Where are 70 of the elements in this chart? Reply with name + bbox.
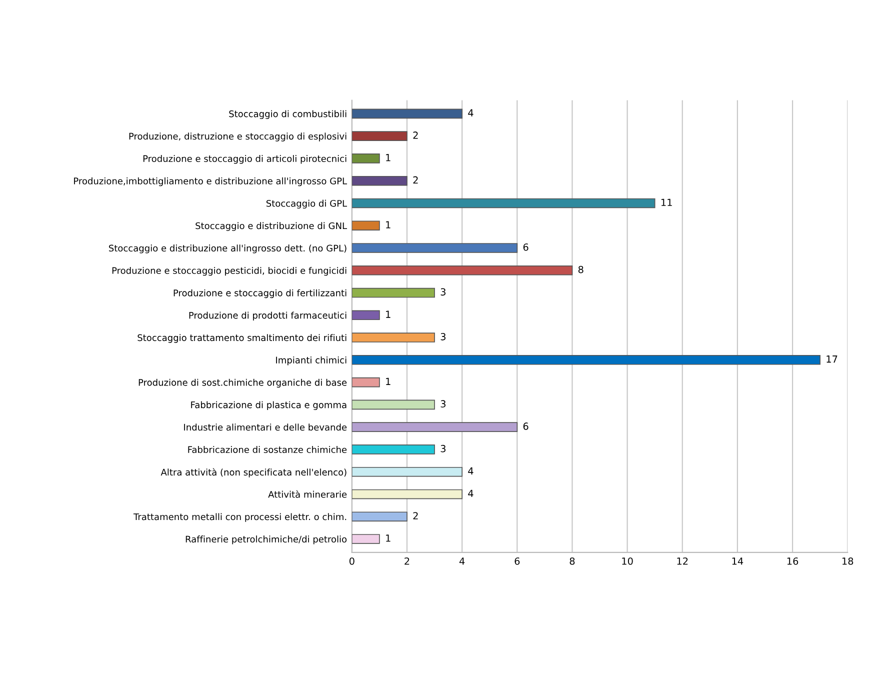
bar	[352, 310, 380, 320]
data-label: 1	[386, 221, 390, 228]
y-tick-label: Fabbricazione di plastica e gomma	[191, 401, 346, 410]
x-tick-label: 10	[622, 557, 633, 565]
y-tick-label: Stoccaggio di combustibili	[229, 110, 346, 119]
bar	[352, 422, 518, 432]
data-label: 4	[468, 109, 474, 116]
bar	[352, 131, 408, 141]
bar	[352, 489, 462, 500]
y-tick-label: Produzione di sost.chimiche organiche di base	[138, 378, 347, 388]
y-tick-label: Produzione,imbottigliamento e distribuzione all'ingrosso GPL	[74, 177, 348, 186]
bar	[352, 265, 573, 276]
data-label: 2	[413, 176, 418, 184]
bar	[352, 108, 462, 119]
y-tick-label: Stoccaggio trattamento smaltimento dei rifiuti	[138, 334, 346, 343]
x-tick-label: 8	[570, 557, 575, 565]
bar	[352, 154, 380, 164]
y-tick-label: Produzione e stoccaggio di fertilizzanti	[174, 289, 346, 298]
bar	[352, 332, 435, 342]
data-label: 3	[440, 288, 446, 296]
y-tick-label: Produzione e stoccaggio pesticidi, biocidi e fungicidi	[112, 266, 346, 276]
data-label: 17	[826, 356, 838, 363]
bar	[352, 288, 435, 298]
bar	[352, 512, 408, 522]
bar	[352, 198, 656, 208]
data-label: 3	[440, 400, 446, 408]
y-tick-label: Trattamento metalli con processi elettr. o chim.	[133, 513, 346, 522]
y-tick-label: Produzione di prodotti farmaceutici	[189, 312, 346, 320]
bar	[352, 534, 380, 544]
data-label: 11	[661, 198, 672, 206]
bar	[352, 400, 435, 410]
data-label: 3	[440, 444, 446, 452]
x-tick-label: 14	[732, 558, 744, 565]
y-tick-label: Produzione, distruzione e stoccaggio di esplosivi	[129, 132, 346, 142]
bar	[352, 355, 820, 365]
bar	[352, 444, 435, 454]
data-label: 1	[386, 534, 390, 542]
x-tick-label: 12	[677, 557, 688, 565]
y-tick-label: Stoccaggio di GPL	[266, 200, 348, 209]
y-tick-label: Fabbricazione di sostanze chimiche	[188, 446, 347, 454]
data-label: 1	[386, 310, 390, 318]
x-tick-label: 0	[349, 557, 354, 565]
data-label: 1	[386, 154, 390, 162]
data-label: 2	[413, 512, 418, 520]
y-tick-label: Altra attività (non specificata nell'elenco)	[160, 468, 346, 478]
y-tick-label: Stoccaggio e distribuzione all'ingrosso dett. (no GPL)	[108, 244, 346, 254]
x-tick-label: 6	[514, 557, 520, 565]
bar	[352, 243, 518, 253]
x-tick-label: 4	[459, 558, 465, 565]
bar	[352, 466, 462, 477]
y-tick-label: Attività minerarie	[268, 490, 347, 498]
data-label: 8	[578, 266, 584, 274]
data-label: 2	[413, 132, 418, 139]
data-label: 3	[440, 332, 446, 340]
y-tick-label: Raffinerie petrolchimiche/di petrolio	[186, 536, 347, 544]
bar	[352, 220, 380, 231]
x-tick-label: 2	[404, 557, 410, 565]
data-label: 6	[523, 422, 528, 430]
data-label: 4	[468, 467, 474, 475]
y-tick-label: Impianti chimici	[276, 356, 346, 366]
x-tick-label: 18	[842, 557, 854, 565]
bar	[352, 176, 408, 186]
bar	[352, 377, 380, 388]
y-tick-label: Industrie alimentari e delle bevande	[184, 424, 347, 431]
data-label: 4	[468, 490, 474, 497]
x-tick-label: 16	[787, 557, 798, 565]
y-tick-label: Stoccaggio e distribuzione di GNL	[196, 222, 348, 231]
y-tick-label: Produzione e stoccaggio di articoli pirotecnici	[143, 155, 346, 164]
data-label: 1	[386, 378, 390, 385]
data-label: 6	[523, 243, 528, 251]
